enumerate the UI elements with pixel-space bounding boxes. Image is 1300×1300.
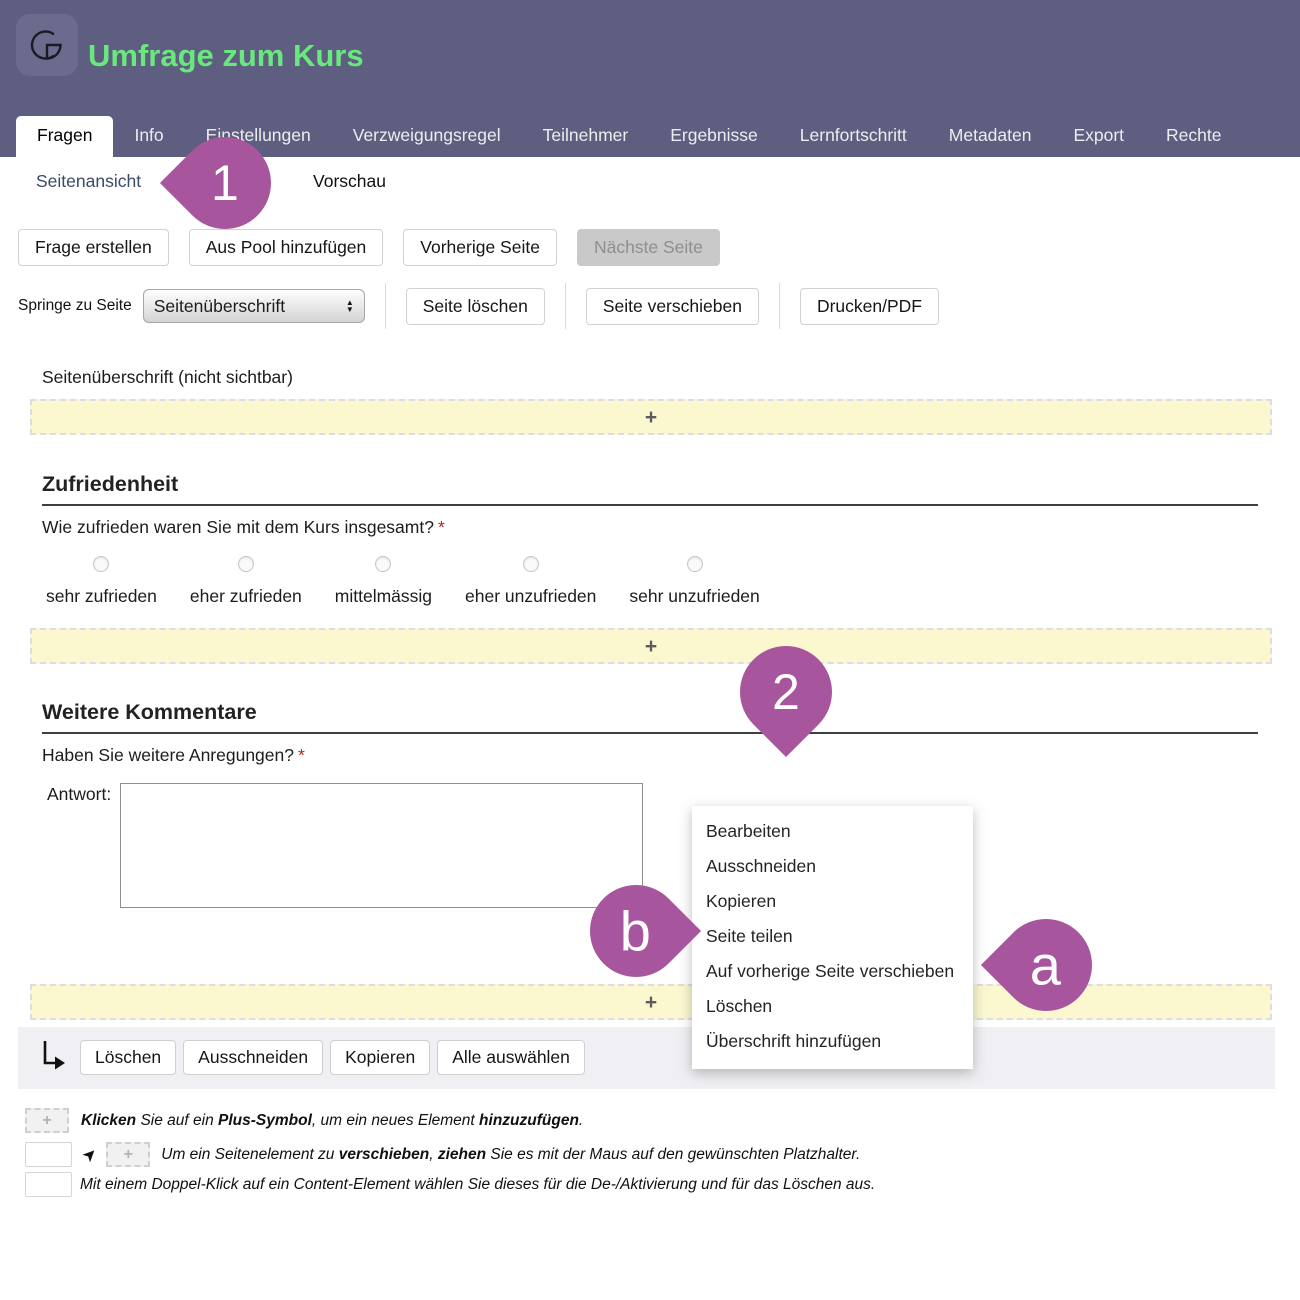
page-select-value: Seitenüberschrift (153, 295, 286, 316)
logo-glyph-icon (30, 30, 62, 60)
tab-teilnehmer[interactable]: Teilnehmer (542, 125, 629, 145)
menu-item-bearbeiten[interactable]: Bearbeiten (706, 821, 791, 841)
answer-label: Antwort: (47, 784, 112, 804)
add-from-pool-button[interactable]: Aus Pool hinzufügen (188, 229, 384, 266)
menu-item-loeschen[interactable]: Löschen (706, 996, 773, 1016)
select-all-button[interactable]: Alle auswählen (437, 1040, 585, 1075)
add-element-strip[interactable]: + (30, 628, 1272, 664)
radio-button-icon[interactable] (237, 556, 254, 572)
next-page-button: Nächste Seite (576, 229, 720, 266)
copy-selection-button[interactable]: Kopieren (330, 1040, 431, 1075)
required-mark: * (298, 745, 305, 765)
plus-placeholder-icon: + (106, 1142, 151, 1167)
subnav-vorschau[interactable]: Vorschau (313, 171, 386, 191)
menu-item-seite-teilen[interactable]: Seite teilen (706, 926, 793, 946)
divider (384, 283, 386, 329)
radio-option[interactable]: sehr zufrieden (46, 556, 157, 607)
radio-option[interactable]: eher zufrieden (190, 556, 302, 607)
radio-option[interactable]: eher unzufrieden (465, 556, 596, 607)
move-page-button[interactable]: Seite verschieben (585, 287, 759, 325)
menu-item-ueberschrift-hinzufuegen[interactable]: Überschrift hinzufügen (706, 1031, 882, 1051)
print-pdf-button[interactable]: Drucken/PDF (799, 287, 939, 325)
section-title-weitere-kommentare: Weitere Kommentare (42, 700, 1258, 734)
menu-item-kopieren[interactable]: Kopieren (706, 891, 777, 911)
plus-placeholder-icon: + (25, 1108, 69, 1133)
down-right-arrow-icon (43, 1041, 65, 1070)
radio-option[interactable]: mittelmässig (335, 556, 432, 607)
main-tabbar: Fragen Info Einstellungen Verzweigungsre… (16, 116, 1243, 157)
question-text: Wie zufrieden waren Sie mit dem Kurs ins… (42, 517, 445, 537)
select-stepper-icon: ▲ ▼ (345, 298, 354, 314)
plus-icon[interactable]: + (644, 405, 658, 429)
page-heading-note: Seitenüberschrift (nicht sichtbar) (42, 367, 293, 387)
subnav-seitenansicht[interactable]: Seitenansicht (36, 171, 142, 191)
delete-page-button[interactable]: Seite löschen (405, 287, 545, 325)
menu-item-auf-vorherige-seite-verschieben[interactable]: Auf vorherige Seite verschieben (706, 961, 955, 981)
cut-selection-button[interactable]: Ausschneiden (183, 1040, 324, 1075)
create-question-button[interactable]: Frage erstellen (18, 229, 169, 266)
radio-button-icon[interactable] (93, 556, 110, 572)
add-element-strip[interactable]: + (30, 984, 1272, 1020)
page-title: Umfrage zum Kurs (88, 38, 364, 73)
tab-export[interactable]: Export (1073, 125, 1125, 145)
divider (778, 283, 780, 329)
radio-option[interactable]: sehr unzufrieden (629, 556, 760, 607)
page-toolbar: Springe zu Seite Seitenüberschrift ▲ ▼ Se… (18, 283, 939, 329)
legend-row-move: ➤ + Um ein Seitenelement zu verschieben,… (25, 1142, 860, 1167)
selection-toolbar: Löschen Ausschneiden Kopieren Alle auswä… (18, 1027, 1275, 1089)
add-element-strip[interactable]: + (30, 399, 1272, 435)
radio-button-icon[interactable] (522, 556, 539, 572)
tab-ergebnisse[interactable]: Ergebnisse (670, 125, 758, 145)
tab-metadaten[interactable]: Metadaten (948, 125, 1032, 145)
legend-row-select: Mit einem Doppel-Klick auf ein Content-E… (25, 1172, 875, 1197)
page-select[interactable]: Seitenüberschrift ▲ ▼ (142, 289, 365, 323)
tab-fragen[interactable]: Fragen (16, 116, 114, 157)
answer-textarea[interactable] (120, 783, 643, 908)
section-title-zufriedenheit: Zufriedenheit (42, 472, 1258, 506)
tab-lernfortschritt[interactable]: Lernfortschritt (799, 125, 907, 145)
tab-info[interactable]: Info (134, 125, 164, 145)
tab-verzweigungsregel[interactable]: Verzweigungsregel (352, 125, 501, 145)
delete-selection-button[interactable]: Löschen (80, 1040, 177, 1075)
required-mark: * (437, 517, 445, 537)
question-text: Haben Sie weitere Anregungen? * (42, 745, 305, 765)
app-header: Umfrage zum Kurs Fragen Info Einstellung… (0, 0, 1300, 157)
plus-icon[interactable]: + (644, 634, 658, 658)
legend-row-add: + Klicken Sie auf ein Plus-Symbol, um ei… (25, 1108, 583, 1133)
jump-to-page-label: Springe zu Seite (18, 297, 132, 314)
question-toolbar: Frage erstellen Aus Pool hinzufügen Vorh… (18, 229, 720, 266)
plus-icon[interactable]: + (644, 990, 658, 1014)
drag-arrow-icon: ➤ (78, 1142, 102, 1166)
app-logo (16, 14, 78, 76)
element-box-icon (25, 1172, 72, 1197)
context-menu: Bearbeiten Ausschneiden Kopieren Seite t… (692, 806, 973, 1069)
divider (564, 283, 566, 329)
menu-item-ausschneiden[interactable]: Ausschneiden (706, 856, 816, 876)
element-box-icon (25, 1142, 72, 1167)
previous-page-button[interactable]: Vorherige Seite (403, 229, 557, 266)
radio-option-group: sehr zufrieden eher zufrieden mittelmäss… (46, 556, 760, 607)
tab-rechte[interactable]: Rechte (1166, 125, 1222, 145)
radio-button-icon[interactable] (375, 556, 392, 572)
radio-button-icon[interactable] (686, 556, 703, 572)
